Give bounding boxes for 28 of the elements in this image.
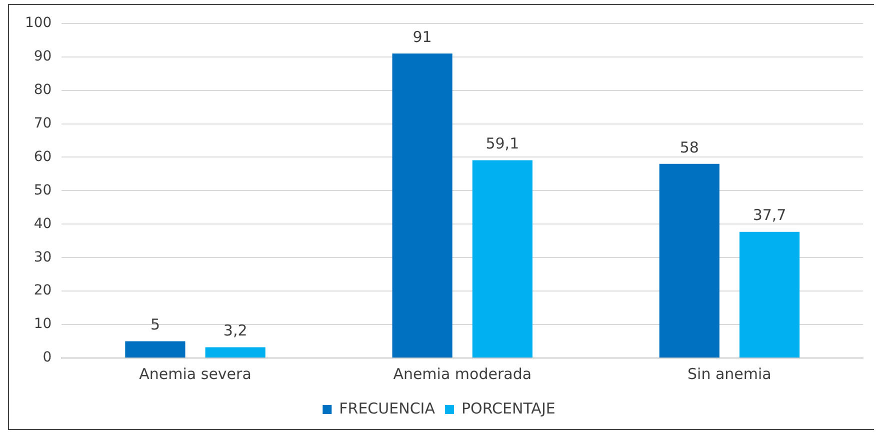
legend-label: PORCENTAJE	[461, 399, 556, 418]
data-label: 3,2	[223, 322, 248, 340]
y-tick-label: 30	[34, 249, 52, 266]
y-tick-label: 40	[34, 216, 52, 232]
bar	[472, 160, 532, 358]
y-tick-label: 60	[34, 148, 52, 165]
bar	[392, 54, 452, 358]
y-tick-label: 80	[34, 82, 52, 98]
bar	[739, 232, 800, 358]
bar	[125, 341, 186, 358]
x-tick-label: Anemia moderada	[393, 364, 532, 383]
x-tick-label: Anemia severa	[139, 364, 252, 383]
y-tick-label: 100	[24, 15, 52, 32]
data-label: 37,7	[752, 206, 786, 224]
bar	[659, 164, 720, 358]
x-tick-label: Sin anemia	[688, 364, 772, 383]
y-tick-label: 0	[42, 350, 52, 366]
data-label: 5	[150, 316, 160, 334]
data-label: 91	[412, 28, 432, 46]
data-label: 58	[680, 138, 699, 156]
legend-label: FRECUENCIA	[339, 399, 436, 418]
data-label: 59,1	[486, 134, 520, 153]
bar	[205, 347, 266, 358]
y-tick-label: 70	[34, 115, 52, 132]
y-tick-label: 10	[34, 316, 52, 332]
y-tick-label: 50	[34, 182, 52, 198]
y-tick-label: 90	[34, 48, 52, 64]
y-tick-label: 20	[34, 282, 52, 299]
